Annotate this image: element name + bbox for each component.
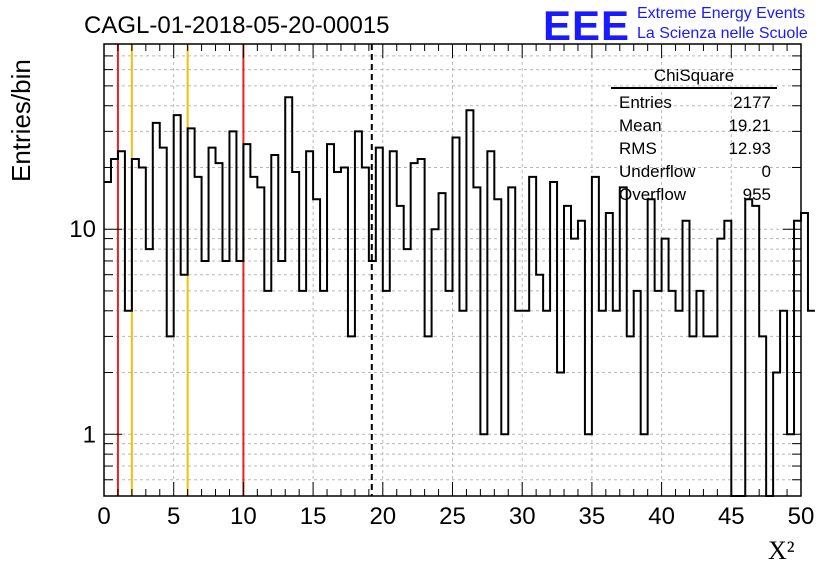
y-tick-label: 1 <box>83 421 96 448</box>
stat-value: 0 <box>761 162 771 181</box>
x-tick-label: 50 <box>788 503 815 530</box>
stats-box: ChiSquare Entries 2177 Mean 19.21 RMS 12… <box>611 66 777 206</box>
x-tick-label: 20 <box>369 503 396 530</box>
stat-label: Overflow <box>619 185 687 204</box>
stat-label: Mean <box>619 116 662 135</box>
stat-label: Entries <box>619 93 672 112</box>
histogram-line <box>104 96 815 497</box>
x-tick-label: 15 <box>300 503 327 530</box>
x-tick-label: 10 <box>230 503 257 530</box>
logo-line-1: Extreme Energy Events <box>637 5 806 22</box>
y-axis: 1 10 <box>69 43 801 497</box>
stat-row-overflow: Overflow 955 <box>611 183 777 206</box>
stat-value: 12.93 <box>728 139 771 158</box>
stat-row-rms: RMS 12.93 <box>611 137 777 160</box>
x-tick-label: 25 <box>439 503 466 530</box>
chart-title: CAGL-01-2018-05-20-00015 <box>84 12 390 39</box>
reference-lines <box>116 44 373 496</box>
y-axis-label: Entries/bin <box>6 59 36 182</box>
stat-label: Underflow <box>619 162 696 181</box>
x-tick-label: 0 <box>97 503 110 530</box>
stat-row-mean: Mean 19.21 <box>611 114 777 137</box>
stat-row-underflow: Underflow 0 <box>611 160 777 183</box>
x-tick-label: 5 <box>167 503 180 530</box>
logo-line-2: La Scienza nelle Scuole <box>637 25 808 42</box>
stat-value: 19.21 <box>728 116 771 135</box>
logo-caption: Extreme Energy Events La Scienza nelle S… <box>637 4 808 44</box>
y-tick-label: 10 <box>69 216 96 243</box>
stat-label: RMS <box>619 139 657 158</box>
x-axis-label: X² <box>768 536 795 565</box>
x-tick-label: 40 <box>648 503 675 530</box>
stat-row-entries: Entries 2177 <box>611 91 777 114</box>
x-tick-label: 35 <box>579 503 606 530</box>
x-axis: 0 5 10 15 20 25 30 35 40 45 50 <box>97 44 814 530</box>
x-tick-label: 45 <box>718 503 745 530</box>
stat-value: 955 <box>742 185 771 204</box>
stat-value: 2177 <box>733 93 771 112</box>
x-tick-label: 30 <box>509 503 536 530</box>
eee-logo: EEE <box>543 2 631 49</box>
stats-title: ChiSquare <box>611 66 777 89</box>
